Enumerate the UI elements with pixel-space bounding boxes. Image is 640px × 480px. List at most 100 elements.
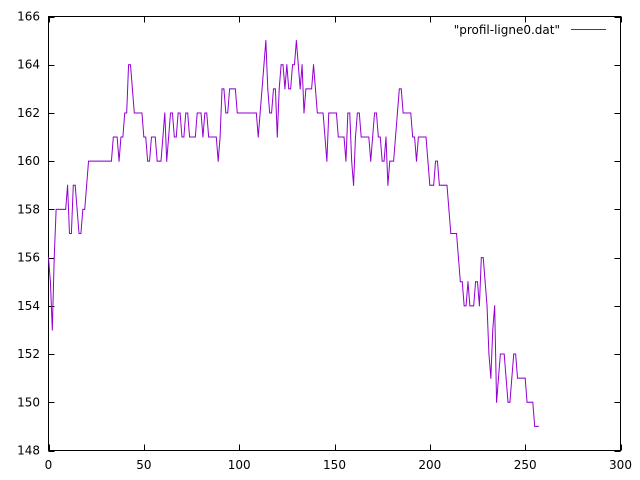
data-point [274,88,276,90]
data-point [377,136,379,138]
data-point [421,136,423,138]
data-point [89,160,92,162]
data-point [467,281,469,283]
data-point [240,112,242,114]
series-layer [47,40,540,427]
data-point [284,88,286,90]
data-point [179,112,181,114]
data-point [196,112,198,114]
data-point [463,305,465,307]
data-point [413,136,416,138]
data-point [311,88,313,90]
data-point [328,112,330,114]
data-point [47,257,50,259]
data-point [408,112,410,114]
data-point [356,112,358,114]
x-tick-label: 0 [45,458,53,472]
data-point [518,377,521,379]
data-point [223,88,225,90]
data-point [204,112,206,114]
data-point [232,88,235,90]
data-point [86,184,88,186]
data-point [135,112,137,114]
data-point [257,136,259,138]
x-tick-label: 150 [323,458,346,472]
data-point [183,136,185,138]
data-point [49,281,52,283]
data-point [57,208,59,210]
data-point [360,136,362,138]
data-point [488,353,490,355]
data-point [65,208,67,210]
data-point [259,112,261,114]
data-point [250,112,252,114]
data-point [278,88,280,90]
data-point [494,305,496,307]
data-point [381,160,383,162]
data-point [137,112,139,114]
y-tick-label: 150 [17,395,40,409]
data-point [364,136,366,138]
data-point [484,281,486,283]
data-point [215,136,217,138]
data-point [337,136,339,138]
data-point [290,88,292,90]
data-point [509,401,511,403]
data-point [433,184,435,186]
data-point [66,184,69,186]
plot-border [48,16,621,451]
data-point [158,160,160,162]
data-point [139,112,141,114]
data-point [181,136,183,138]
y-tick-label: 148 [17,444,40,458]
data-point [457,257,460,259]
data-point [164,112,166,114]
data-point [206,112,208,114]
data-point [169,112,172,114]
data-point [168,136,170,138]
data-point [482,257,484,259]
data-point [291,64,294,66]
data-point [383,160,385,162]
data-point [452,232,454,235]
data-point [267,88,269,90]
data-point [145,136,147,138]
data-point [503,353,505,355]
data-point [522,377,524,379]
data-point [417,136,419,138]
data-point [82,208,84,210]
data-point [91,160,93,162]
data-point [402,112,404,114]
data-point [118,160,120,162]
data-point [444,184,446,186]
data-point [244,112,246,114]
data-point [389,160,391,162]
data-point [248,112,250,114]
data-point [528,401,530,403]
data-point [358,112,360,114]
data-point [141,112,143,114]
data-point [253,112,256,114]
data-point [537,425,540,427]
data-point [393,160,395,162]
data-point [366,136,368,138]
data-point [68,232,71,235]
data-point [265,40,267,42]
data-point [339,136,341,138]
data-point [99,160,101,162]
y-tick-label: 152 [17,347,40,361]
data-point [396,112,399,114]
y-tick-label: 164 [17,58,40,72]
data-point [208,136,210,138]
data-point [78,232,80,235]
data-point [255,112,257,114]
data-point [305,88,307,90]
data-point [59,208,61,210]
data-point [318,112,320,114]
data-point [303,112,305,114]
data-point [166,160,168,162]
data-point [103,160,105,162]
data-point [227,112,229,114]
data-point [373,112,376,114]
data-point [211,136,214,138]
